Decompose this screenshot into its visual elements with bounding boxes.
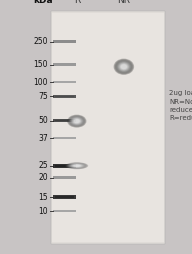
Bar [53,119,76,122]
Ellipse shape [71,164,83,168]
Ellipse shape [68,163,86,168]
Bar [52,13,164,242]
Ellipse shape [70,164,84,168]
Ellipse shape [71,117,82,125]
Bar [53,40,76,43]
Ellipse shape [73,118,81,124]
Ellipse shape [73,165,80,167]
Ellipse shape [65,162,88,169]
Text: 10: 10 [38,207,48,216]
Ellipse shape [70,116,84,126]
Ellipse shape [72,118,82,124]
Bar [51,11,165,244]
Ellipse shape [69,163,85,168]
Text: 250: 250 [33,37,48,46]
Ellipse shape [114,59,133,74]
Bar [55,165,74,167]
Text: R: R [74,0,80,5]
Ellipse shape [116,61,131,73]
Ellipse shape [67,115,87,128]
Ellipse shape [66,163,87,169]
Ellipse shape [119,63,128,70]
Bar [53,137,76,139]
Bar [55,196,74,198]
Ellipse shape [121,64,127,69]
Bar [53,64,76,66]
Ellipse shape [117,61,131,72]
Ellipse shape [119,62,129,71]
Text: kDa: kDa [33,0,53,5]
Text: 37: 37 [38,134,48,142]
Text: 25: 25 [38,162,48,170]
Text: 100: 100 [33,78,48,87]
Bar [53,95,76,98]
Ellipse shape [69,116,85,127]
Ellipse shape [69,164,84,168]
Ellipse shape [120,64,128,70]
Ellipse shape [73,119,80,123]
Bar [53,81,76,84]
Text: 15: 15 [38,193,48,202]
Ellipse shape [69,116,84,126]
Bar [55,96,74,97]
Text: 20: 20 [38,173,48,182]
Text: 150: 150 [33,60,48,69]
Ellipse shape [115,60,133,74]
Ellipse shape [74,119,80,123]
Text: 75: 75 [38,92,48,101]
Bar [53,210,76,212]
Ellipse shape [70,117,83,125]
Bar [53,196,76,199]
Bar [53,164,76,168]
Text: 50: 50 [38,116,48,125]
Text: 2ug loading
NR=Non-
reduced
R=reduced: 2ug loading NR=Non- reduced R=reduced [169,90,192,121]
Text: NR: NR [117,0,130,5]
Bar [53,177,76,179]
Ellipse shape [72,164,82,167]
Bar [55,120,74,121]
Ellipse shape [116,60,132,73]
Ellipse shape [113,59,134,75]
Ellipse shape [118,62,130,71]
Ellipse shape [68,115,86,127]
Ellipse shape [73,164,81,167]
Ellipse shape [67,163,87,169]
